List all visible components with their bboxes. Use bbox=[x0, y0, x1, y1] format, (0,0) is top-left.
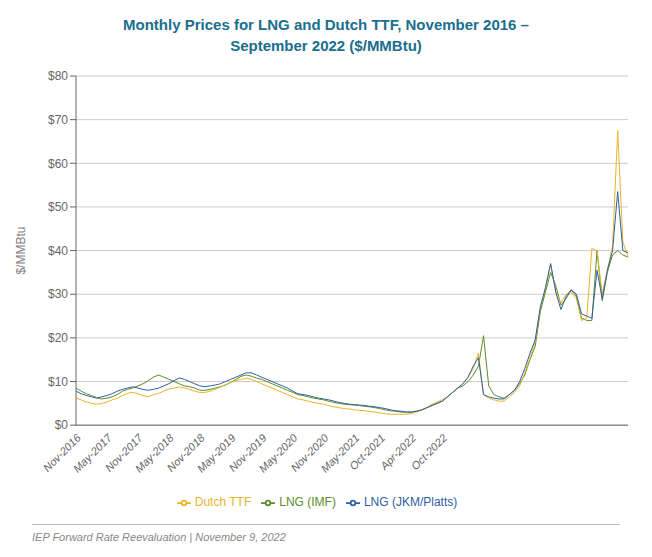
svg-text:$80: $80 bbox=[48, 69, 68, 83]
svg-text:$10: $10 bbox=[48, 375, 68, 389]
svg-text:May-2018: May-2018 bbox=[132, 431, 176, 475]
svg-text:May-2017: May-2017 bbox=[70, 431, 114, 475]
svg-text:Nov-2017: Nov-2017 bbox=[102, 431, 145, 474]
svg-text:$70: $70 bbox=[48, 113, 68, 127]
svg-text:$0: $0 bbox=[55, 418, 69, 432]
svg-text:Nov-2018: Nov-2018 bbox=[164, 431, 207, 474]
svg-text:$40: $40 bbox=[48, 244, 68, 258]
html-text:Monthly Prices for LNG and Dut: Monthly Prices for LNG and Dutch TTF, No… bbox=[123, 16, 529, 33]
html-text:LNG (JKM/Platts): LNG (JKM/Platts) bbox=[363, 495, 458, 510]
html-text:September 2022 ($/MMBtu): September 2022 ($/MMBtu) bbox=[230, 37, 422, 54]
html-text:Dutch TTF: Dutch TTF bbox=[194, 495, 252, 510]
svg-text:Oct-2021: Oct-2021 bbox=[346, 431, 388, 473]
html-text:IEP Forward Rate Reevaluation: IEP Forward Rate Reevaluation | November… bbox=[32, 531, 286, 543]
svg-text:Apr-2022: Apr-2022 bbox=[377, 431, 419, 472]
html-text:LNG (IMF): LNG (IMF) bbox=[279, 495, 336, 510]
svg-text:$60: $60 bbox=[48, 157, 68, 171]
svg-text:May-2019: May-2019 bbox=[194, 431, 238, 475]
svg-text:Nov-2019: Nov-2019 bbox=[226, 431, 269, 474]
svg-text:Nov-2016: Nov-2016 bbox=[40, 431, 83, 474]
svg-text:$20: $20 bbox=[48, 331, 68, 345]
svg-text:$50: $50 bbox=[48, 200, 68, 214]
svg-text:Oct-2022: Oct-2022 bbox=[409, 432, 449, 472]
svg-text:May-2020: May-2020 bbox=[256, 431, 300, 475]
svg-text:May-2021: May-2021 bbox=[318, 431, 362, 475]
svg-text:Nov-2020: Nov-2020 bbox=[288, 431, 331, 474]
svg-text:$30: $30 bbox=[48, 287, 68, 301]
svg-text:$/MMBtu: $/MMBtu bbox=[14, 227, 28, 275]
